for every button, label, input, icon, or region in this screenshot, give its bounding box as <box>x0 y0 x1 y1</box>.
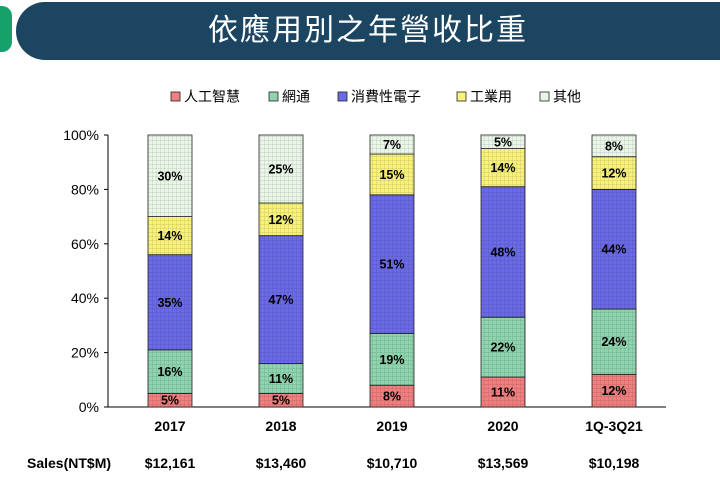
legend-label: 工業用 <box>470 89 512 105</box>
bar-segment-outline <box>147 134 193 217</box>
bar-segment-outline <box>480 134 526 150</box>
bar-segment-outline <box>591 188 637 310</box>
bar-segment-outline <box>591 373 637 408</box>
chart-axes: 0% 20% 40% 60% 80% 100% <box>63 127 666 415</box>
bar-segment-outline <box>369 153 415 196</box>
bar-segment-outline <box>480 376 526 408</box>
bar-segment-outline <box>147 216 193 256</box>
sales-value: $10,710 <box>367 455 418 471</box>
data-label: 44% <box>601 243 626 257</box>
legend-swatch <box>539 91 550 102</box>
y-tick-label: 60% <box>71 236 99 252</box>
bar-segment-outline <box>480 186 526 318</box>
data-label: 8% <box>383 390 401 404</box>
bar-segment-outline <box>369 194 415 334</box>
bar-segment-outline <box>591 308 637 375</box>
data-label: 12% <box>601 167 626 181</box>
sales-value: $13,460 <box>256 455 307 471</box>
x-tick-label: 2017 <box>154 418 185 434</box>
chart-legend: 人工智慧 網通 消費性電子 工業用 其他 <box>170 89 581 105</box>
data-label: 35% <box>157 296 182 310</box>
bar-segment-outline <box>369 134 415 155</box>
x-tick-labels: 2017 2018 2019 2020 1Q-3Q21 <box>154 418 643 434</box>
data-label: 15% <box>379 168 404 182</box>
x-tick-label: 2018 <box>265 418 296 434</box>
bar-segment-outline <box>591 134 637 158</box>
y-tick-label: 0% <box>79 399 99 415</box>
sales-value: $13,569 <box>478 455 529 471</box>
y-tick-label: 80% <box>71 181 99 197</box>
data-label: 5% <box>494 135 512 149</box>
data-label: 11% <box>491 386 515 400</box>
bar-segment-outline <box>147 254 193 351</box>
bar-segment-outline <box>480 316 526 378</box>
accent-tab <box>0 6 12 52</box>
data-label: 11% <box>269 372 293 386</box>
data-label: 12% <box>601 384 626 398</box>
bar-segment-outline <box>147 349 193 394</box>
data-label: 5% <box>161 394 179 408</box>
legend-swatch <box>268 91 279 102</box>
data-label: 14% <box>490 161 515 175</box>
data-label: 22% <box>490 341 515 355</box>
bar-segment-outline <box>369 333 415 386</box>
y-tick-label: 20% <box>71 345 99 361</box>
legend-swatch <box>456 91 467 102</box>
x-tick-label: 1Q-3Q21 <box>585 418 643 434</box>
legend-label: 人工智慧 <box>184 89 240 105</box>
x-tick-label: 2019 <box>376 418 407 434</box>
legend-swatch <box>337 91 348 102</box>
legend-label: 網通 <box>282 89 310 105</box>
y-tick-label: 40% <box>71 290 99 306</box>
data-label: 5% <box>272 394 290 408</box>
data-label: 12% <box>268 213 293 227</box>
bar-segment-outline <box>258 134 304 204</box>
x-tick-label: 2020 <box>487 418 518 434</box>
legend-label: 其他 <box>553 89 581 105</box>
bar-segment-outline <box>480 148 526 188</box>
sales-row: Sales(NT$M) $12,161 $13,460 $10,710 $13,569 $… <box>27 455 640 471</box>
sales-value: $10,198 <box>589 455 640 471</box>
data-label: 48% <box>490 245 515 259</box>
data-label: 47% <box>268 293 293 307</box>
data-label: 51% <box>379 258 404 272</box>
y-tick-label: 100% <box>63 127 99 143</box>
data-label: 16% <box>157 365 182 379</box>
chart-bars: 5% 16% 35% 14% 30% 5% 11% 47% 12% 25% 8% 19% 51% 15% 7… <box>147 134 637 408</box>
data-label: 19% <box>379 353 404 367</box>
data-label: 24% <box>601 335 626 349</box>
sales-label: Sales(NT$M) <box>27 455 111 471</box>
bar-segment-outline <box>591 156 637 190</box>
legend-swatch <box>170 91 181 102</box>
bar-segment-outline <box>258 202 304 237</box>
data-label: 14% <box>157 229 182 243</box>
data-label: 7% <box>383 138 401 152</box>
title-banner: 依應用別之年營收比重 <box>16 2 720 60</box>
data-label: 8% <box>605 139 623 153</box>
page-title: 依應用別之年營收比重 <box>208 13 528 48</box>
data-label: 25% <box>268 163 293 177</box>
legend-label: 消費性電子 <box>351 89 421 105</box>
sales-value: $12,161 <box>145 455 196 471</box>
bar-segment-outline <box>258 235 304 364</box>
data-label: 30% <box>157 169 182 183</box>
